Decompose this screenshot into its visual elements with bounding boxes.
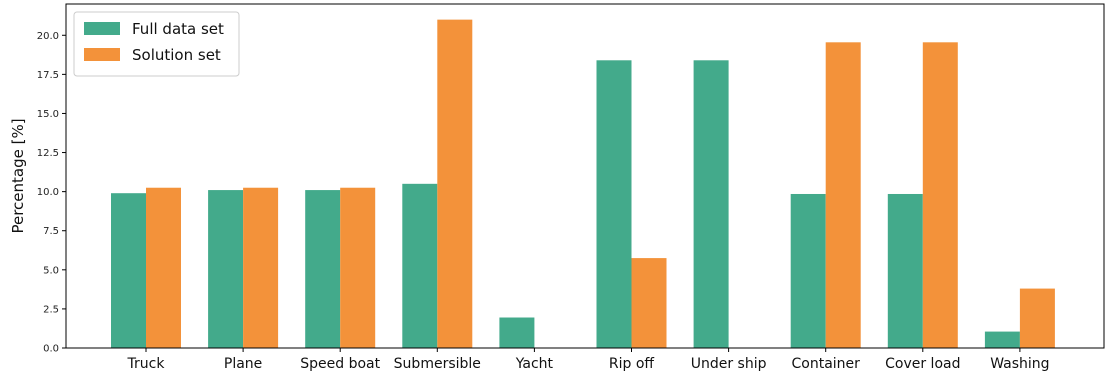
y-axis: 0.0 2.5 5.0 7.5 10.0 12.5 15.0 17.5 20.0 bbox=[37, 31, 66, 355]
bar-solution-set-plane bbox=[243, 187, 279, 348]
y-axis-label: Percentage [%] bbox=[9, 118, 27, 233]
x-tick-label: Yacht bbox=[515, 356, 554, 372]
bar-solution-set-truck bbox=[146, 187, 181, 348]
legend-label: Full data set bbox=[132, 20, 224, 38]
legend-swatch bbox=[84, 22, 120, 35]
x-tick-label: Rip off bbox=[609, 356, 655, 372]
bar-solution-set-speed-boat bbox=[340, 187, 376, 348]
bar-full-data-set-washing bbox=[984, 331, 1020, 348]
x-tick-label: Speed boat bbox=[300, 356, 380, 372]
x-tick-label: Cover load bbox=[885, 356, 960, 372]
x-tick-label: Plane bbox=[224, 356, 262, 372]
y-tick-label: 17.5 bbox=[37, 70, 59, 81]
y-tick-label: 15.0 bbox=[37, 109, 59, 120]
bar-solution-set-submersible bbox=[437, 19, 473, 349]
x-tick-label: Washing bbox=[990, 356, 1049, 372]
bar-full-data-set-under-ship bbox=[693, 60, 729, 349]
x-tick-label: Under ship bbox=[691, 356, 767, 372]
bar-full-data-set-submersible bbox=[402, 183, 438, 348]
plot-frame bbox=[65, 3, 1105, 349]
y-tick-label: 2.5 bbox=[43, 304, 59, 315]
y-tick-label: 10.0 bbox=[37, 187, 59, 198]
bar-full-data-set-rip-off bbox=[596, 60, 632, 349]
bar-full-data-set-plane bbox=[208, 190, 244, 348]
bar-solution-set-washing bbox=[1019, 288, 1055, 348]
x-axis: Truck Plane Speed boat Submersible Yacht Rip … bbox=[127, 348, 1050, 372]
y-tick-label: 20.0 bbox=[37, 31, 59, 42]
bars-group bbox=[111, 19, 1055, 349]
legend-label: Solution set bbox=[132, 46, 221, 64]
bar-full-data-set-yacht bbox=[499, 317, 535, 348]
bar-solution-set-container bbox=[825, 42, 861, 349]
y-tick-label: 12.5 bbox=[37, 148, 59, 159]
bar-full-data-set-truck bbox=[111, 193, 146, 348]
x-tick-label: Container bbox=[791, 356, 860, 372]
y-tick-label: 0.0 bbox=[43, 344, 59, 355]
bar-solution-set-cover-load bbox=[922, 42, 958, 349]
x-tick-label: Truck bbox=[127, 356, 166, 372]
x-tick-label: Submersible bbox=[394, 356, 481, 372]
y-tick-label: 5.0 bbox=[43, 265, 59, 276]
bar-solution-set-rip-off bbox=[631, 258, 667, 348]
y-tick-label: 7.5 bbox=[43, 226, 59, 237]
legend: Full data set Solution set bbox=[73, 11, 240, 77]
bar-full-data-set-container bbox=[790, 193, 826, 348]
legend-swatch bbox=[84, 48, 120, 61]
bar-full-data-set-speed-boat bbox=[305, 190, 341, 348]
bar-full-data-set-cover-load bbox=[887, 193, 923, 348]
